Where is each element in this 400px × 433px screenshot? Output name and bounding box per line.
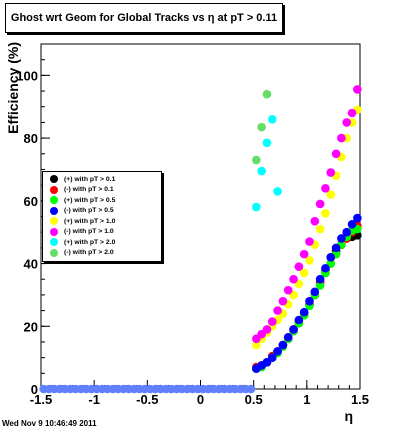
- legend-label: (+) with pT > 1.0: [64, 217, 116, 225]
- x-tick-label: -1: [88, 392, 100, 407]
- data-point: [337, 234, 346, 243]
- legend-marker: [50, 217, 58, 226]
- legend-entry: (+) with pT > 0.5: [43, 195, 161, 206]
- data-point: [273, 347, 282, 356]
- data-point: [262, 89, 272, 99]
- data-point: [262, 138, 272, 148]
- data-point: [305, 296, 314, 306]
- data-point: [299, 268, 309, 278]
- chart-title-text: Ghost wrt Geom for Global Tracks vs η at…: [10, 12, 278, 24]
- data-point: [305, 237, 314, 246]
- legend-marker: [50, 248, 58, 257]
- data-point: [326, 168, 336, 177]
- legend-label: (-) with pT > 0.1: [64, 186, 114, 194]
- data-point: [299, 307, 309, 317]
- legend-entry: (+) with pT > 0.1: [43, 174, 161, 185]
- data-point: [283, 285, 293, 295]
- data-point: [273, 306, 282, 315]
- data-point: [310, 216, 320, 226]
- y-axis-label: Efficiency (%): [5, 42, 21, 134]
- legend-label: (-) with pT > 2.0: [64, 249, 114, 257]
- data-point: [326, 190, 336, 199]
- data-point: [289, 274, 298, 284]
- legend-label: (+) with pT > 0.5: [64, 196, 116, 204]
- data-point: [294, 315, 304, 325]
- data-point: [273, 187, 282, 196]
- legend-entry: (+) with pT > 1.0: [43, 216, 161, 227]
- data-point: [252, 202, 261, 212]
- data-point: [299, 249, 309, 259]
- data-point: [321, 263, 330, 273]
- chart-title: Ghost wrt Geom for Global Tracks vs η at…: [5, 3, 283, 33]
- data-point: [252, 155, 261, 165]
- legend-entry: (-) with pT > 2.0: [43, 248, 161, 259]
- y-tick-label: 60: [24, 194, 38, 209]
- data-point: [315, 199, 325, 209]
- legend-label: (-) with pT > 1.0: [64, 228, 114, 236]
- x-axis-label: η: [344, 408, 353, 424]
- data-point: [257, 166, 266, 176]
- data-point: [294, 262, 304, 271]
- data-point: [315, 281, 325, 290]
- x-tick-label: 1.5: [351, 392, 369, 407]
- data-point: [331, 149, 341, 159]
- data-point: [267, 353, 277, 362]
- data-point: [326, 252, 336, 262]
- legend-marker: [50, 206, 58, 215]
- data-point: [342, 118, 352, 127]
- x-tick-label: 0: [197, 392, 204, 407]
- data-point: [252, 340, 261, 350]
- data-point: [278, 296, 288, 306]
- data-point: [278, 340, 288, 350]
- data-point: [321, 183, 330, 193]
- legend-label: (+) with pT > 2.0: [64, 238, 116, 246]
- data-point: [267, 317, 277, 326]
- chart-legend: (+) with pT > 0.1 (-) with pT > 0.1 (+) wi…: [42, 171, 162, 262]
- data-point: [353, 85, 362, 94]
- data-point: [310, 287, 320, 297]
- legend-entry: (-) with pT > 0.5: [43, 206, 161, 217]
- data-point: [342, 227, 352, 237]
- data-point: [257, 122, 266, 132]
- legend-marker: [50, 175, 58, 184]
- legend-marker: [50, 196, 58, 205]
- legend-label: (+) with pT > 0.1: [64, 175, 116, 183]
- legend-label: (-) with pT > 0.5: [64, 207, 114, 215]
- data-point: [262, 325, 272, 334]
- data-point: [347, 108, 357, 118]
- legend-entry: (-) with pT > 0.1: [43, 185, 161, 196]
- y-tick-label: 0: [31, 382, 38, 397]
- legend-marker: [50, 227, 58, 236]
- data-point: [267, 114, 277, 124]
- y-tick-label: 20: [24, 319, 38, 334]
- data-point: [353, 213, 362, 223]
- timestamp: Wed Nov 9 10:46:49 2011: [2, 419, 97, 428]
- data-point: [246, 384, 256, 394]
- x-tick-label: 0.5: [245, 392, 263, 407]
- data-point: [315, 224, 325, 234]
- legend-marker: [50, 185, 58, 194]
- data-point: [305, 256, 314, 265]
- x-tick-label: -1.5: [30, 392, 52, 407]
- y-tick-label: 40: [24, 257, 38, 272]
- data-point: [315, 274, 325, 284]
- legend-marker: [50, 238, 58, 247]
- legend-entry: (+) with pT > 2.0: [43, 237, 161, 248]
- data-point: [347, 220, 357, 229]
- legend-list: (+) with pT > 0.1 (-) with pT > 0.1 (+) wi…: [43, 172, 161, 258]
- y-tick-label: 80: [24, 131, 38, 146]
- data-point: [337, 133, 346, 143]
- data-point: [321, 209, 330, 218]
- x-tick-label: 1: [303, 392, 310, 407]
- legend-entry: (-) with pT > 1.0: [43, 227, 161, 238]
- data-point: [289, 325, 298, 334]
- data-point: [283, 332, 293, 342]
- x-tick-label: -0.5: [136, 392, 158, 407]
- data-point: [331, 243, 341, 253]
- y-tick-label: 100: [16, 68, 38, 83]
